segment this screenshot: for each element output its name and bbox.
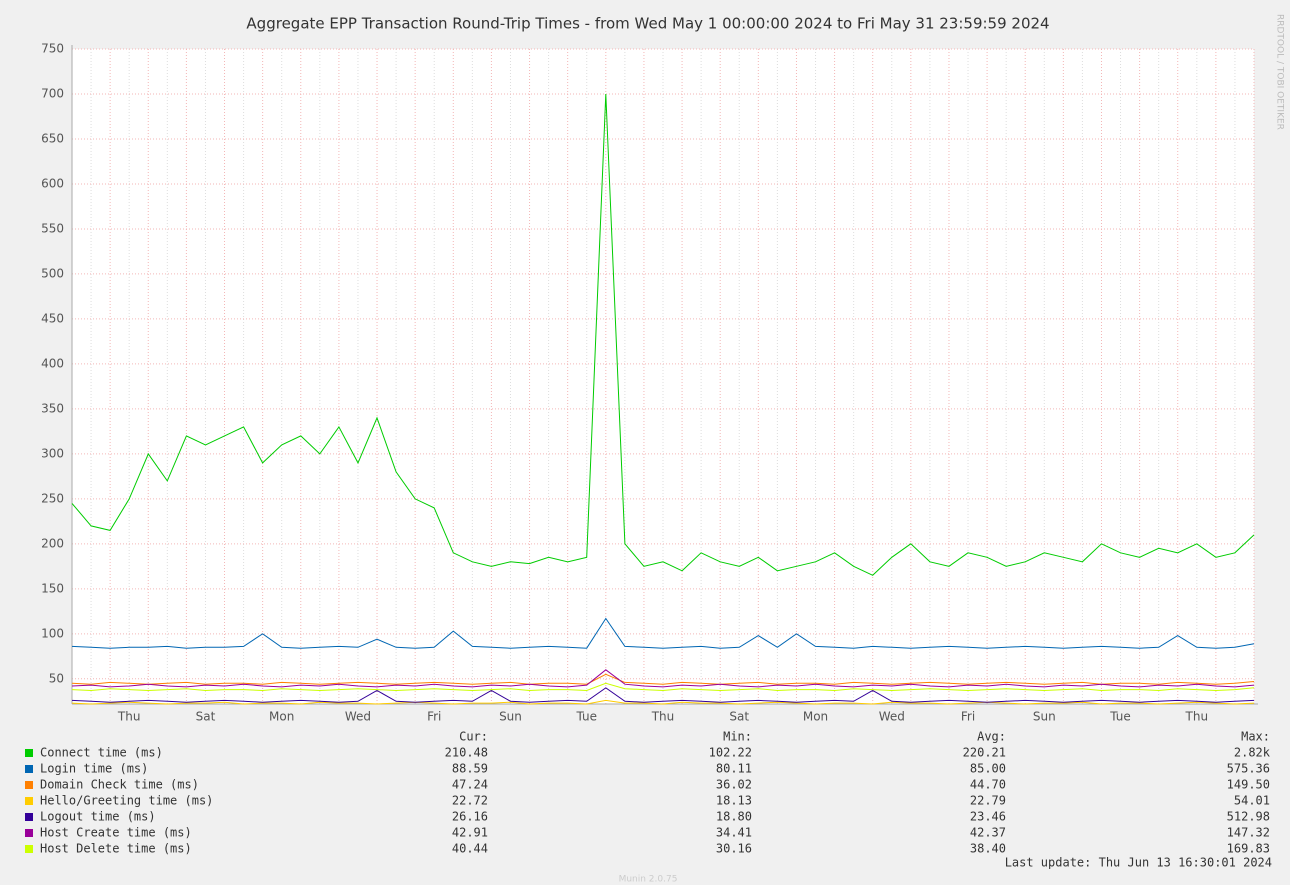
y-tick-label: 100 [41,626,64,640]
x-tick-label: Sat [729,710,749,724]
last-update: Last update: Thu Jun 13 16:30:01 2024 [1005,856,1272,870]
x-tick-label: Wed [879,710,905,724]
legend-column-header: Min: [723,730,752,744]
legend-stat: 147.32 [1227,826,1270,840]
legend-stat: 54.01 [1234,794,1270,808]
legend-stat: 30.16 [716,842,752,856]
series-line [71,617,1255,649]
series-line [71,682,1255,692]
chart-title: Aggregate EPP Transaction Round-Trip Tim… [246,15,1049,33]
legend-stat: 18.13 [716,794,752,808]
legend-swatch [25,829,33,837]
y-tick-label: 300 [41,446,64,460]
x-tick-label: Fri [427,710,441,724]
y-tick-label: 700 [41,86,64,100]
x-tick-label: Tue [1109,710,1131,724]
legend-stat: 169.83 [1227,842,1270,856]
legend-stat: 102.22 [709,746,752,760]
legend-swatch [25,781,33,789]
legend-label: Login time (ms) [40,762,148,776]
legend-stat: 47.24 [452,778,488,792]
legend-stat: 88.59 [452,762,488,776]
legend-column-header: Cur: [459,730,488,744]
x-tick-label: Wed [345,710,371,724]
legend-stat: 23.46 [970,810,1006,824]
y-tick-label: 600 [41,176,64,190]
legend-stat: 512.98 [1227,810,1270,824]
legend-stat: 22.79 [970,794,1006,808]
legend-swatch [25,845,33,853]
y-tick-label: 250 [41,491,64,505]
x-tick-label: Tue [575,710,597,724]
y-tick-label: 500 [41,266,64,280]
legend-stat: 42.91 [452,826,488,840]
legend-stat: 44.70 [970,778,1006,792]
legend-swatch [25,765,33,773]
legend-stat: 2.82k [1234,746,1271,760]
legend-stat: 575.36 [1227,762,1270,776]
legend-stat: 210.48 [445,746,488,760]
legend-label: Hello/Greeting time (ms) [40,794,213,808]
series-line [71,669,1255,688]
y-tick-label: 50 [49,671,64,685]
legend-stat: 85.00 [970,762,1006,776]
legend-stat: 42.37 [970,826,1006,840]
legend-stat: 38.40 [970,842,1006,856]
legend-swatch [25,749,33,757]
series-line [71,699,1255,705]
y-tick-label: 750 [41,42,64,56]
y-tick-label: 150 [41,581,64,595]
x-tick-label: Fri [961,710,975,724]
x-tick-label: Thu [117,710,141,724]
series-line [71,93,1255,576]
x-tick-label: Sun [499,710,522,724]
x-tick-label: Mon [269,710,294,724]
legend-swatch [25,813,33,821]
y-tick-label: 650 [41,131,64,145]
legend-stat: 80.11 [716,762,752,776]
legend-column-header: Max: [1241,730,1270,744]
legend-stat: 34.41 [716,826,752,840]
y-tick-label: 450 [41,311,64,325]
y-tick-label: 200 [41,536,64,550]
series-line [71,687,1255,703]
legend-swatch [25,797,33,805]
x-tick-label: Thu [651,710,675,724]
x-tick-label: Thu [1185,710,1209,724]
legend-stat: 22.72 [452,794,488,808]
x-tick-label: Sat [196,710,216,724]
y-tick-label: 550 [41,221,64,235]
legend-label: Logout time (ms) [40,810,156,824]
x-tick-label: Mon [803,710,828,724]
legend-label: Host Create time (ms) [40,826,192,840]
series-line [71,673,1255,685]
legend-stat: 149.50 [1227,778,1270,792]
legend-column-header: Avg: [977,730,1006,744]
y-tick-label: 350 [41,401,64,415]
legend-stat: 36.02 [716,778,752,792]
legend-label: Connect time (ms) [40,746,163,760]
y-tick-label: 400 [41,356,64,370]
legend-stat: 40.44 [452,842,488,856]
legend-label: Domain Check time (ms) [40,778,199,792]
x-tick-label: Sun [1033,710,1056,724]
legend-label: Host Delete time (ms) [40,842,192,856]
legend-stat: 26.16 [452,810,488,824]
legend-stat: 220.21 [963,746,1006,760]
footer: Munin 2.0.75 [619,875,678,885]
legend-stat: 18.80 [716,810,752,824]
side-text: RRDTOOL / TOBI OETIKER [1275,14,1285,130]
